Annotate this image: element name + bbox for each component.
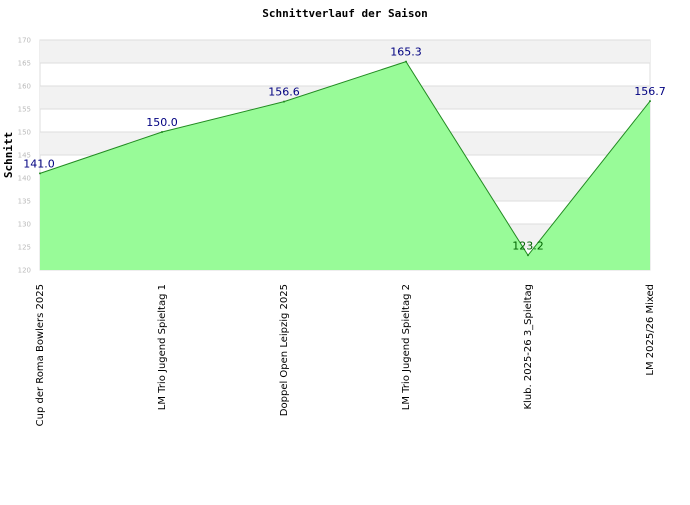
data-label: 141.0 xyxy=(23,157,55,170)
data-label: 156.7 xyxy=(634,85,666,98)
data-point xyxy=(39,172,41,175)
y-tick-label: 160 xyxy=(18,83,31,91)
y-tick-label: 155 xyxy=(18,106,31,114)
y-tick-label: 130 xyxy=(18,221,31,229)
y-axis-ticks: 120 125 130 135 140 145 150 155 160 165 170 xyxy=(18,37,31,275)
chart-title: Schnittverlauf der Saison xyxy=(262,7,428,20)
y-tick-label: 150 xyxy=(18,129,31,137)
data-label: 156.6 xyxy=(268,86,300,99)
y-tick-label: 165 xyxy=(18,60,31,68)
background-band xyxy=(40,40,650,63)
data-point xyxy=(527,254,529,257)
data-label: 123.2 xyxy=(512,239,544,252)
x-tick-label: LM Trio Jugend Spieltag 2 xyxy=(401,284,412,410)
data-point xyxy=(649,100,651,103)
series-area-fill xyxy=(40,61,650,271)
y-tick-label: 170 xyxy=(18,37,31,45)
x-tick-label: Doppel Open Leipzig 2025 xyxy=(279,284,290,416)
y-axis-label: Schnitt xyxy=(2,132,15,178)
data-label: 150.0 xyxy=(146,116,178,129)
data-labels: 141.0 150.0 156.6 165.3 123.2 156.7 xyxy=(23,46,666,253)
series-area xyxy=(39,60,651,271)
x-tick-label: LM Trio Jugend Spieltag 1 xyxy=(157,284,168,410)
data-point xyxy=(283,100,285,103)
x-tick-label: LM 2025/26 Mixed xyxy=(645,284,656,376)
x-tick-label: Klub. 2025-26 3_Spieltag xyxy=(523,284,534,410)
y-tick-label: 135 xyxy=(18,198,31,206)
y-tick-label: 125 xyxy=(18,244,31,252)
data-label: 165.3 xyxy=(390,46,422,59)
y-tick-label: 145 xyxy=(18,152,31,160)
data-point xyxy=(405,60,407,63)
series-line xyxy=(39,61,651,257)
x-tick-label: Cup der Roma Bowlers 2025 xyxy=(35,284,46,426)
x-axis-ticks: Cup der Roma Bowlers 2025 LM Trio Jugend … xyxy=(35,284,656,426)
y-tick-label: 140 xyxy=(18,175,31,183)
y-tick-label: 120 xyxy=(18,267,31,275)
data-point xyxy=(161,131,163,133)
